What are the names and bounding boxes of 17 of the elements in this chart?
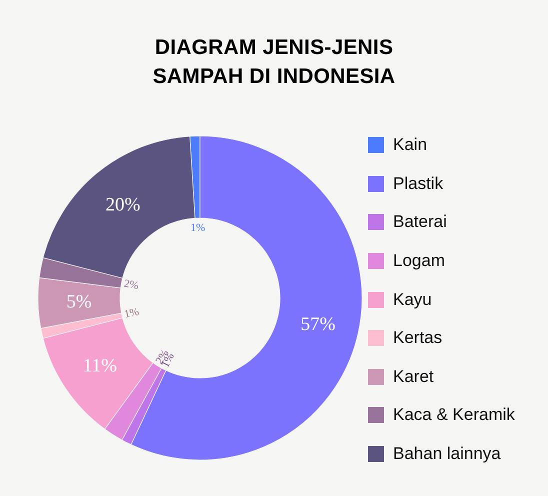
legend-label: Kayu (393, 290, 432, 310)
legend-label: Kertas (393, 328, 442, 348)
legend-label: Logam (393, 251, 445, 272)
data-label: 1% (190, 222, 206, 234)
legend-label: Karet (393, 366, 434, 387)
chart-title: DIAGRAM JENIS-JENIS SAMPAH DI INDONESIA (152, 35, 396, 90)
data-label: 57% (300, 314, 336, 335)
legend-label: Plastik (393, 174, 444, 194)
data-label: 11% (82, 356, 118, 377)
data-label: 1% (123, 306, 140, 321)
legend-label: Kain (393, 135, 428, 156)
legend-label: Bahan lainnya (393, 444, 501, 464)
data-label: 20% (105, 194, 140, 216)
data-label: 2% (122, 278, 140, 292)
legend-label: Kaca & Keramik (393, 405, 515, 426)
data-label: 5% (66, 291, 92, 312)
legend-label: Baterai (393, 212, 447, 232)
